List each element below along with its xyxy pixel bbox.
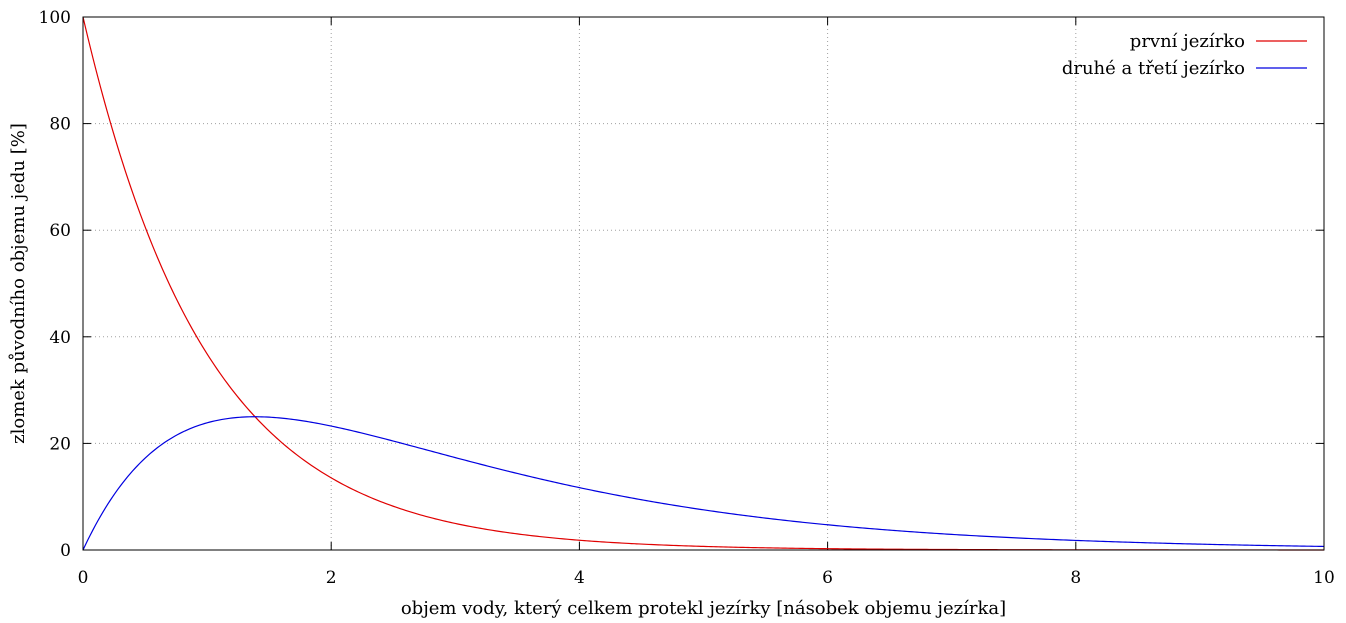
x-tick-label: 0 bbox=[78, 568, 89, 588]
y-tick-label: 0 bbox=[60, 541, 71, 561]
legend-label-first-pond: první jezírko bbox=[1130, 31, 1245, 52]
legend: první jezírko druhé a třetí jezírko bbox=[1062, 31, 1307, 79]
x-tick-label: 4 bbox=[574, 568, 585, 588]
legend-label-second-third-pond: druhé a třetí jezírko bbox=[1062, 58, 1245, 79]
y-tick-labels: 0 20 40 60 80 100 bbox=[39, 8, 71, 561]
ticks bbox=[82, 16, 1325, 551]
x-tick-labels: 0 2 4 6 8 10 bbox=[78, 568, 1335, 588]
y-tick-label: 60 bbox=[49, 221, 71, 241]
plot-area bbox=[82, 16, 1325, 551]
y-tick-label: 100 bbox=[39, 8, 71, 28]
x-tick-label: 10 bbox=[1313, 568, 1335, 588]
y-tick-label: 40 bbox=[49, 328, 71, 348]
y-axis-label: zlomek původního objemu jedu [%] bbox=[7, 123, 29, 444]
series-line-first-pond bbox=[82, 16, 1324, 551]
plot-frame bbox=[82, 16, 1325, 551]
y-tick-label: 80 bbox=[49, 115, 71, 135]
series-line-second-third-pond bbox=[82, 416, 1325, 551]
x-axis-label: objem vody, který celkem protekl jezírky… bbox=[401, 598, 1006, 619]
x-tick-label: 2 bbox=[326, 568, 337, 588]
y-tick-label: 20 bbox=[49, 434, 71, 454]
x-tick-label: 6 bbox=[822, 568, 833, 588]
grid bbox=[83, 17, 1324, 550]
x-tick-label: 8 bbox=[1070, 568, 1081, 588]
